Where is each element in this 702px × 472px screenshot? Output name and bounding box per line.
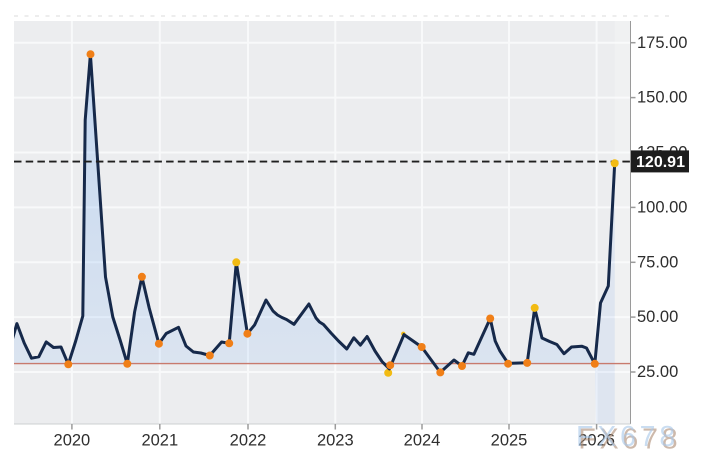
svg-text:2022: 2022 [230,432,267,450]
svg-text:100.00: 100.00 [637,199,687,217]
svg-text:FX678: FX678 [576,421,679,453]
svg-text:2024: 2024 [404,432,441,450]
svg-text:50.00: 50.00 [637,308,678,326]
svg-text:2025: 2025 [491,432,528,450]
svg-text:2021: 2021 [141,432,178,450]
svg-text:150.00: 150.00 [637,89,687,107]
svg-text:25.00: 25.00 [637,363,678,381]
svg-text:75.00: 75.00 [637,253,678,271]
svg-text:175.00: 175.00 [637,34,687,52]
svg-text:2020: 2020 [54,432,91,450]
svg-text:FX678: FX678 [578,423,681,455]
svg-text:2023: 2023 [317,432,354,450]
svg-text:120.91: 120.91 [636,154,685,171]
svg-text:2026: 2026 [578,432,615,450]
